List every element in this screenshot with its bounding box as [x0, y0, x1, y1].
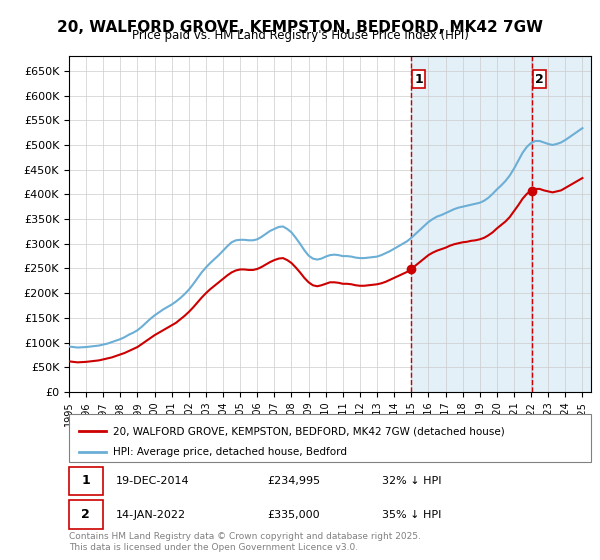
- Bar: [411, 56, 532, 392]
- FancyBboxPatch shape: [69, 414, 591, 462]
- Text: 19-DEC-2014: 19-DEC-2014: [116, 476, 190, 486]
- Text: 2: 2: [535, 73, 544, 86]
- Text: Contains HM Land Registry data © Crown copyright and database right 2025.
This d: Contains HM Land Registry data © Crown c…: [69, 532, 421, 552]
- Bar: [532, 56, 591, 392]
- Text: HPI: Average price, detached house, Bedford: HPI: Average price, detached house, Bedf…: [113, 447, 347, 458]
- Text: 20, WALFORD GROVE, KEMPSTON, BEDFORD, MK42 7GW (detached house): 20, WALFORD GROVE, KEMPSTON, BEDFORD, MK…: [113, 426, 505, 436]
- FancyBboxPatch shape: [69, 467, 103, 495]
- Text: £234,995: £234,995: [268, 476, 320, 486]
- Text: Price paid vs. HM Land Registry's House Price Index (HPI): Price paid vs. HM Land Registry's House …: [131, 29, 469, 42]
- Text: 1: 1: [82, 474, 90, 487]
- Text: 20, WALFORD GROVE, KEMPSTON, BEDFORD, MK42 7GW: 20, WALFORD GROVE, KEMPSTON, BEDFORD, MK…: [57, 20, 543, 35]
- Text: 2: 2: [82, 508, 90, 521]
- Text: 32% ↓ HPI: 32% ↓ HPI: [382, 476, 442, 486]
- Text: 35% ↓ HPI: 35% ↓ HPI: [382, 510, 442, 520]
- Text: 14-JAN-2022: 14-JAN-2022: [116, 510, 186, 520]
- Text: 1: 1: [414, 73, 423, 86]
- Text: £335,000: £335,000: [268, 510, 320, 520]
- FancyBboxPatch shape: [69, 501, 103, 529]
